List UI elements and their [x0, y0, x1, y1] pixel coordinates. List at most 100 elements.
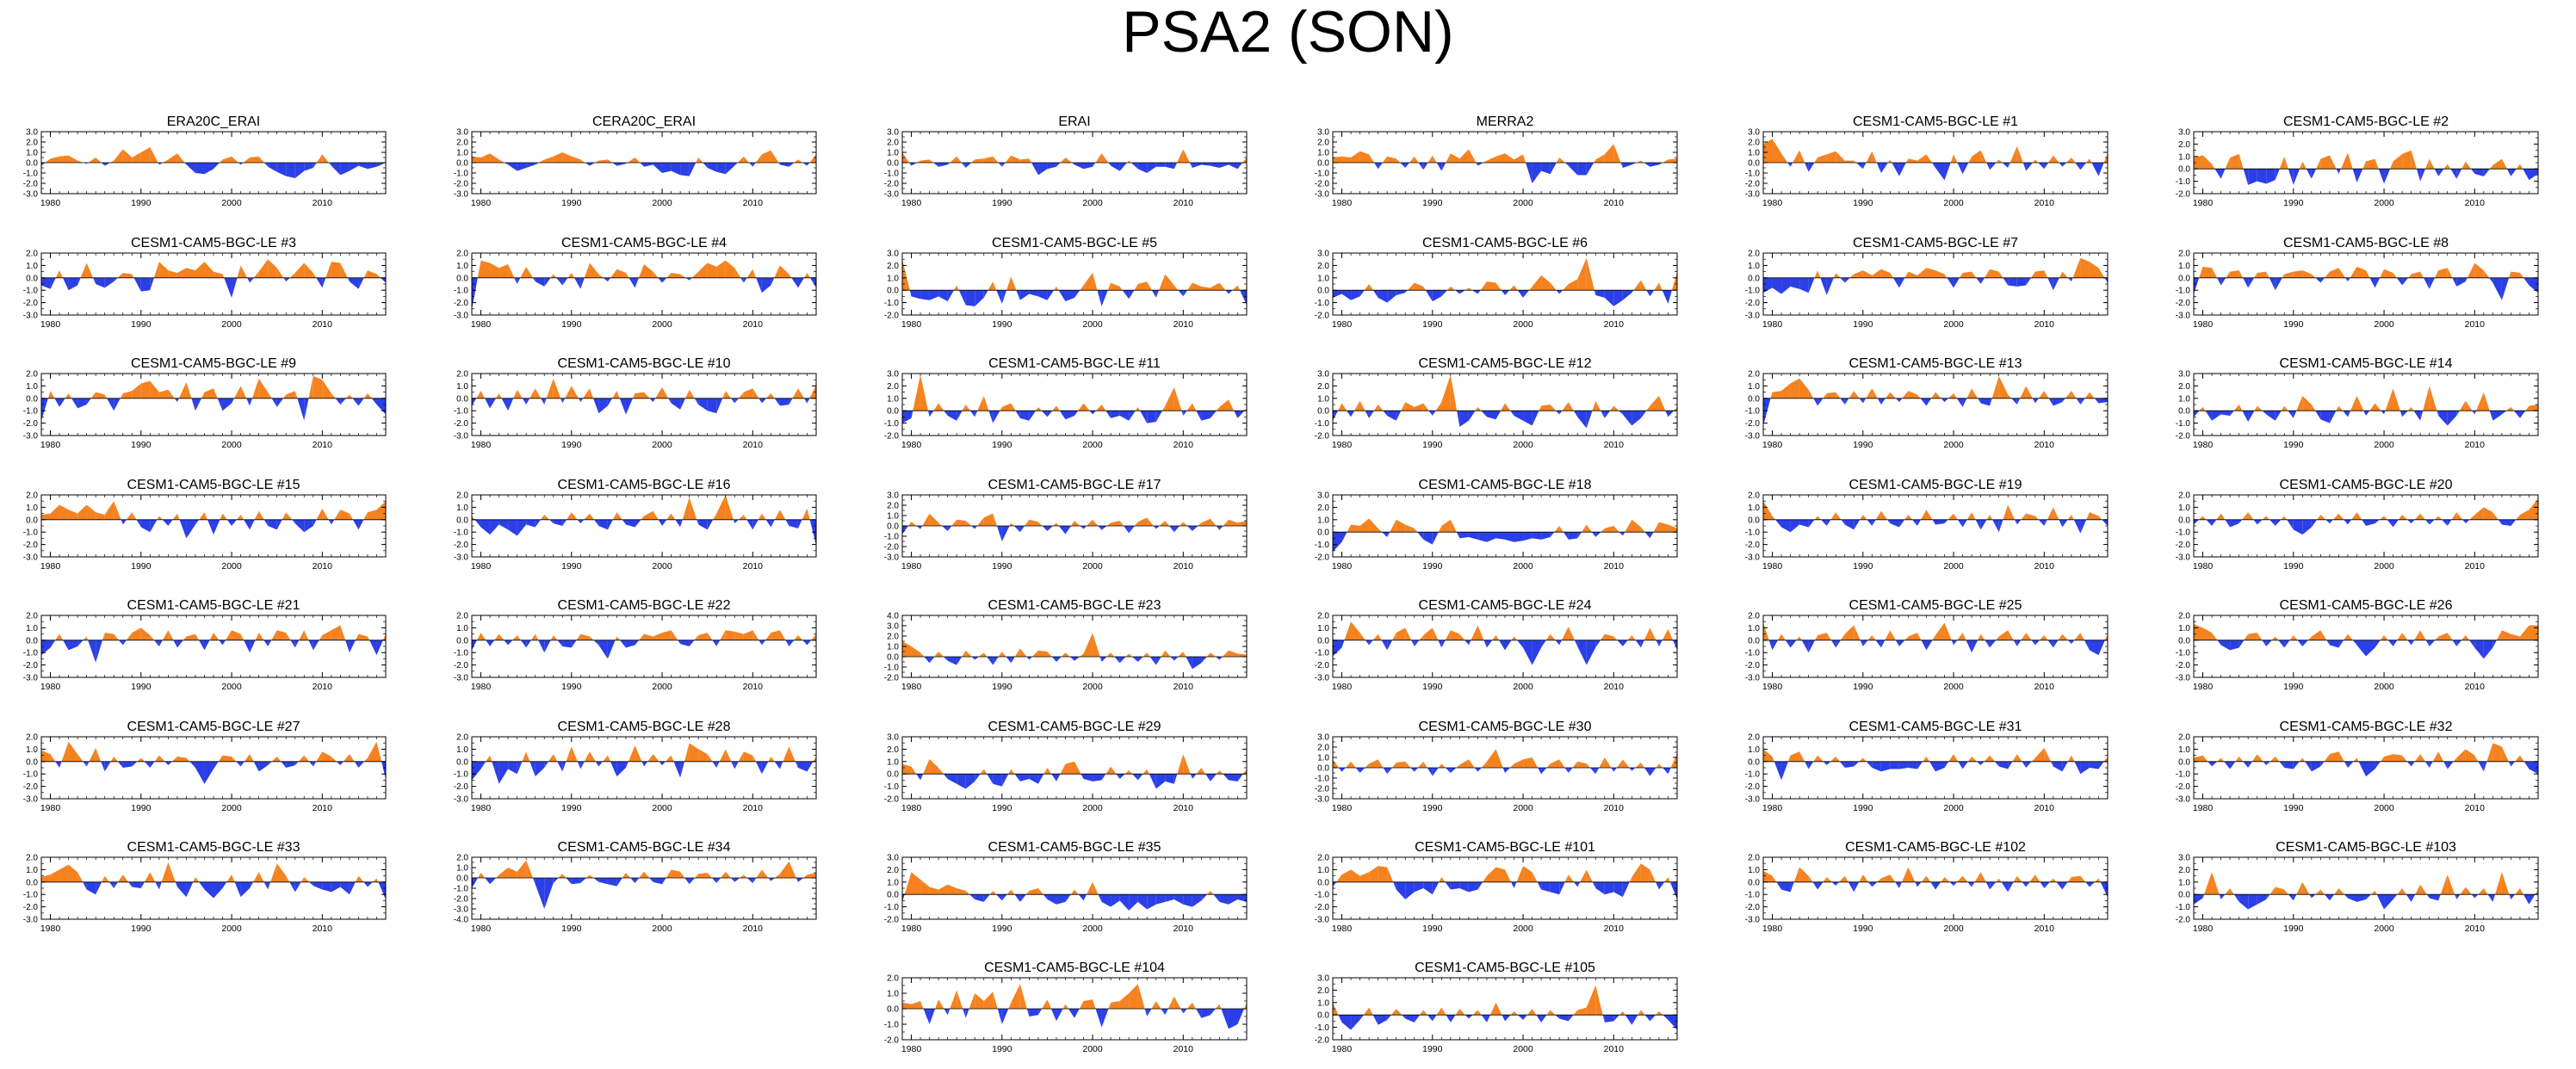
- positive-area: [1423, 286, 1426, 291]
- negative-area: [1383, 411, 1388, 416]
- negative-area: [593, 640, 599, 646]
- x-tick-label: 1990: [1853, 440, 1873, 450]
- x-tick-label: 1990: [561, 682, 582, 692]
- positive-area: [666, 273, 672, 278]
- positive-area: [1836, 151, 1845, 163]
- y-tick-label: -1.0: [23, 528, 39, 538]
- positive-area: [2284, 405, 2288, 411]
- positive-area: [2438, 268, 2448, 278]
- positive-area: [80, 263, 87, 278]
- positive-area: [698, 263, 708, 278]
- negative-area: [1093, 411, 1096, 415]
- negative-area: [2472, 411, 2475, 415]
- y-tick-label: 0.0: [887, 159, 899, 169]
- positive-area: [294, 263, 305, 278]
- negative-area: [1056, 657, 1062, 662]
- positive-area: [2199, 516, 2203, 520]
- y-tick-label: 1.0: [887, 149, 899, 158]
- negative-area: [283, 277, 287, 282]
- negative-area: [1111, 163, 1120, 171]
- negative-area: [114, 398, 121, 411]
- negative-area: [1980, 519, 1987, 530]
- panel: CESM1-CAM5-BGC-LE #23-2.0-1.00.01.02.03.…: [884, 598, 1248, 692]
- positive-area: [1216, 406, 1220, 411]
- negative-area: [1029, 290, 1038, 297]
- y-tick-label: 3.0: [1748, 128, 1760, 138]
- positive-area: [671, 273, 681, 278]
- positive-area: [779, 265, 790, 278]
- positive-area: [2026, 513, 2035, 520]
- negative-area: [1944, 163, 1951, 181]
- panel: CESM1-CAM5-BGC-LE #6-2.0-1.00.01.02.03.0…: [1315, 236, 1678, 330]
- negative-area: [2230, 519, 2239, 528]
- positive-area: [2071, 158, 2076, 163]
- positive-area: [322, 508, 329, 520]
- positive-area: [962, 650, 966, 657]
- negative-area: [957, 657, 963, 665]
- positive-area: [2509, 271, 2511, 278]
- positive-area: [743, 515, 747, 520]
- panel: CESM1-CAM5-BGC-LE #22-3.0-2.0-1.00.01.02…: [454, 598, 817, 692]
- y-tick-label: -1.0: [1315, 541, 1330, 550]
- positive-area: [2047, 507, 2053, 520]
- negative-area: [1577, 411, 1587, 429]
- positive-area: [1563, 284, 1569, 291]
- negative-area: [1347, 411, 1352, 417]
- negative-area: [308, 640, 313, 651]
- positive-area: [1177, 149, 1184, 163]
- plot-frame: [2193, 252, 2539, 316]
- negative-area: [2456, 411, 2460, 416]
- y-tick-label: 0.0: [887, 653, 899, 663]
- positive-area: [1354, 400, 1360, 411]
- positive-area: [2020, 386, 2027, 399]
- positive-area: [1954, 393, 1957, 399]
- negative-area: [761, 640, 766, 646]
- negative-area: [1173, 163, 1178, 170]
- positive-area: [480, 391, 486, 399]
- negative-area: [1219, 163, 1229, 168]
- negative-area: [1650, 290, 1655, 297]
- positive-area: [1872, 388, 1878, 399]
- positive-area: [1862, 270, 1873, 278]
- negative-area: [1665, 411, 1669, 417]
- positive-area: [1559, 158, 1565, 163]
- positive-area: [567, 273, 572, 278]
- x-tick-label: 2000: [652, 682, 672, 692]
- negative-area: [2442, 519, 2448, 526]
- negative-area: [2434, 169, 2439, 176]
- negative-area: [1201, 411, 1211, 421]
- x-tick-label: 1980: [1762, 198, 1783, 208]
- x-tick-label: 1990: [992, 561, 1012, 572]
- x-tick-label: 2000: [1082, 198, 1103, 208]
- positive-area: [1595, 400, 1601, 411]
- negative-area: [1405, 163, 1409, 168]
- negative-area: [716, 398, 723, 414]
- positive-area: [743, 156, 750, 163]
- positive-area: [977, 395, 984, 411]
- negative-area: [765, 519, 771, 528]
- positive-area: [304, 263, 313, 278]
- negative-area: [1037, 290, 1048, 300]
- positive-area: [2451, 512, 2457, 520]
- positive-area: [140, 627, 151, 640]
- negative-area: [2437, 411, 2439, 416]
- negative-area: [2501, 411, 2507, 415]
- positive-area: [689, 497, 697, 520]
- positive-area: [1917, 154, 1927, 163]
- negative-area: [2456, 277, 2466, 287]
- negative-area: [1573, 411, 1578, 417]
- positive-area: [1137, 406, 1141, 411]
- positive-area: [1799, 378, 1809, 399]
- positive-area: [1237, 285, 1241, 291]
- positive-area: [1966, 512, 1972, 520]
- positive-area: [150, 147, 158, 163]
- y-tick-label: -1.0: [23, 649, 39, 658]
- negative-area: [286, 277, 290, 282]
- negative-area: [771, 277, 775, 286]
- y-tick-label: -1.0: [2176, 177, 2191, 187]
- negative-area: [1111, 411, 1120, 418]
- negative-area: [1186, 657, 1192, 670]
- negative-area: [349, 277, 359, 289]
- positive-area: [957, 156, 962, 163]
- positive-area: [809, 384, 816, 399]
